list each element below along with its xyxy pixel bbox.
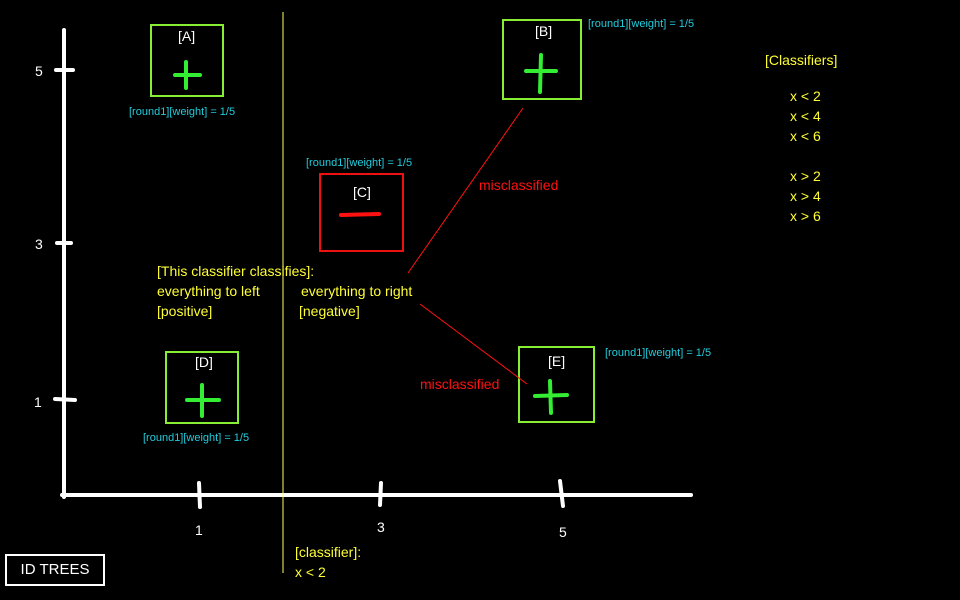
- point-b-label: [B]: [535, 23, 552, 39]
- classifier-explanation-heading: [This classifier classifies]:: [157, 263, 314, 279]
- misclassified-pointer-e: [419, 303, 528, 385]
- point-c: [C] [round1][weight] = 1/5: [306, 157, 412, 252]
- point-e-label: [E]: [548, 353, 565, 369]
- classifier-option: x > 2: [790, 168, 821, 184]
- axes: 5 3 1 1 3 5: [34, 28, 693, 540]
- classifiers-list: [Classifiers] x < 2 x < 4 x < 6 x > 2 x …: [765, 52, 837, 224]
- classifier-right-class: [negative]: [299, 303, 360, 319]
- x-tick-label-1: 1: [195, 522, 203, 538]
- point-d-box: [165, 351, 239, 424]
- classifier-left-description: everything to left: [157, 283, 260, 299]
- current-classifier: [classifier]: x < 2: [295, 544, 361, 580]
- point-a: [A] [round1][weight] = 1/5: [129, 24, 235, 118]
- classifier-option: x < 2: [790, 88, 821, 104]
- point-a-label: [A]: [178, 28, 195, 44]
- current-classifier-rule: x < 2: [295, 564, 326, 580]
- y-tick-label-3: 3: [35, 236, 43, 252]
- y-tick-label-5: 5: [35, 63, 43, 79]
- misclassified-pointer-b: [407, 107, 524, 274]
- x-tick-label-5: 5: [559, 524, 567, 540]
- classifier-right-description: everything to right: [301, 283, 412, 299]
- y-tick-mark-1: [53, 397, 77, 402]
- plus-icon: [533, 379, 569, 415]
- plus-icon: [524, 53, 558, 94]
- point-a-box: [150, 24, 224, 97]
- point-e: [E] [round1][weight] = 1/5: [518, 346, 711, 423]
- x-tick-label-3: 3: [377, 519, 385, 535]
- point-a-weight: [round1][weight] = 1/5: [129, 106, 235, 118]
- point-c-box: [319, 173, 404, 252]
- classifier-left-class: [positive]: [157, 303, 212, 319]
- x-tick-mark-1: [197, 481, 202, 509]
- point-e-weight: [round1][weight] = 1/5: [605, 347, 711, 359]
- point-c-label: [C]: [353, 184, 371, 200]
- point-b-box: [502, 19, 582, 100]
- current-classifier-heading: [classifier]:: [295, 544, 361, 560]
- minus-icon: [339, 212, 381, 217]
- point-c-weight: [round1][weight] = 1/5: [306, 157, 412, 169]
- classifier-option: x > 6: [790, 208, 821, 224]
- point-e-box: [518, 346, 595, 423]
- misclassified-annotations: misclassified misclassified: [407, 107, 558, 392]
- point-d: [D] [round1][weight] = 1/5: [143, 351, 249, 444]
- misclassified-label-upper: misclassified: [479, 177, 558, 193]
- id-trees-button[interactable]: ID TREES: [5, 554, 105, 586]
- classifier-option: x > 4: [790, 188, 821, 204]
- x-tick-mark-5: [558, 479, 565, 508]
- plus-icon: [173, 60, 202, 90]
- point-d-label: [D]: [195, 354, 213, 370]
- classifiers-heading: [Classifiers]: [765, 52, 837, 68]
- classifier-option: x < 4: [790, 108, 821, 124]
- point-d-weight: [round1][weight] = 1/5: [143, 432, 249, 444]
- point-b-weight: [round1][weight] = 1/5: [588, 18, 694, 30]
- classifier-explanation: [This classifier classifies]: everything…: [157, 263, 412, 319]
- plus-icon: [185, 383, 221, 418]
- classifier-option: x < 6: [790, 128, 821, 144]
- misclassified-label-lower: misclassified: [420, 376, 499, 392]
- y-tick-label-1: 1: [34, 394, 42, 410]
- point-b: [B] [round1][weight] = 1/5: [502, 18, 694, 100]
- x-tick-mark-3: [378, 481, 383, 507]
